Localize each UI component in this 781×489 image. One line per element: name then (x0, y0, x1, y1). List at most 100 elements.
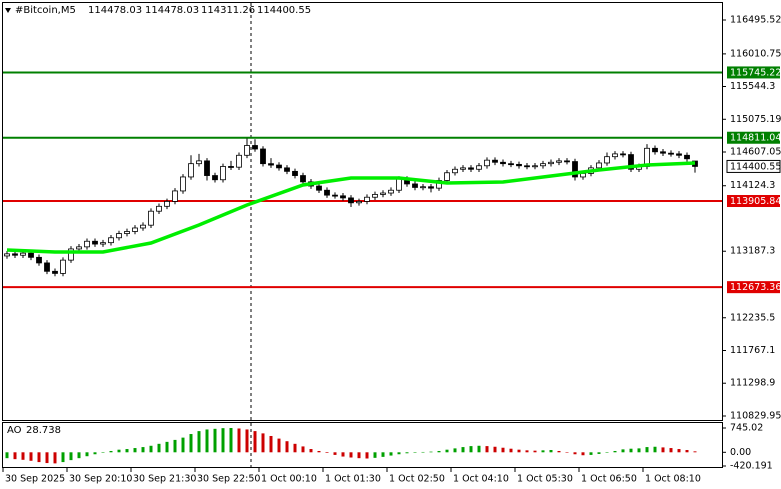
candle-body (364, 196, 370, 202)
ao-bar (373, 452, 377, 458)
ao-bar (269, 435, 273, 453)
y-tick-label: 114124.3 (730, 180, 775, 191)
ao-bar (93, 452, 97, 455)
y-tick-label: 110829.95 (730, 411, 781, 422)
y-tick-label: 111298.9 (730, 378, 775, 389)
candle-body (300, 175, 306, 183)
candle-body (524, 165, 530, 168)
ao-bar (85, 452, 89, 457)
ao-bar (501, 447, 505, 453)
x-tick-label: 30 Sep 2025 (5, 474, 65, 485)
candle-body (252, 145, 258, 150)
ao-bar (421, 451, 425, 453)
ao-bar (149, 445, 153, 453)
ao-bar (637, 448, 641, 453)
candle-body (564, 160, 570, 163)
indicator-frame (2, 422, 723, 468)
level-label: 113905.84 (730, 196, 781, 207)
ao-bar (397, 452, 401, 455)
ao-bar (453, 448, 457, 453)
candle-body (204, 160, 210, 176)
ao-bar (597, 452, 601, 454)
level-box (727, 66, 780, 79)
ao-bar (325, 452, 329, 453)
ao-bar (605, 452, 609, 453)
candle-body (116, 233, 122, 239)
ao-bar (253, 431, 257, 453)
candle-body (284, 167, 290, 172)
indicator-name: AO (7, 425, 22, 436)
header-close: 114400.55 (257, 5, 311, 16)
ao-bar (653, 446, 657, 453)
level-box (727, 195, 780, 208)
candle-body (356, 201, 362, 204)
candle-body (4, 253, 10, 257)
ao-bar (677, 449, 681, 453)
candle-body (684, 154, 690, 160)
ao-bar (533, 450, 537, 453)
candle-body (148, 210, 154, 226)
ao-bar (13, 452, 17, 460)
ao-bar (317, 450, 321, 453)
x-tick-label: 1 Oct 00:10 (261, 474, 317, 485)
candle-body (124, 231, 130, 234)
candle-body (220, 166, 226, 181)
candle-body (108, 237, 114, 244)
ao-bar (589, 452, 593, 455)
candle-body (236, 154, 242, 168)
candle-body (620, 153, 626, 156)
ao-bar (661, 447, 665, 453)
ao-bar (525, 450, 529, 453)
header-low: 114311.26 (201, 5, 255, 16)
ao-bar (517, 449, 521, 453)
candle-body (628, 154, 634, 170)
candle-body (172, 190, 178, 202)
x-tick-label: 1 Oct 02:50 (389, 474, 445, 485)
candle-body (484, 159, 490, 167)
ao-bar (205, 429, 209, 453)
ao-bar (573, 452, 577, 455)
ao-bar (77, 452, 81, 459)
ao-bar (405, 452, 409, 454)
ao-bar (45, 452, 49, 464)
candle-body (36, 256, 42, 264)
main-frame (2, 2, 723, 421)
candle-body (420, 186, 426, 189)
candle-body (156, 205, 162, 212)
candle-body (516, 163, 522, 167)
ao-bar (693, 451, 697, 453)
candle-body (540, 163, 546, 167)
candle-body (340, 195, 346, 199)
x-tick-label: 30 Sep 20:10 (69, 474, 132, 485)
candle-body (332, 194, 338, 197)
candle-body (84, 240, 90, 248)
candle-body (316, 185, 322, 191)
ao-bar (29, 452, 33, 461)
candle-body (180, 176, 186, 192)
level-label: 112673.36 (730, 282, 781, 293)
ao-bar (437, 450, 441, 453)
candle-body (132, 227, 138, 232)
ao-bar (141, 447, 145, 453)
candle-body (396, 178, 402, 191)
candle-body (276, 164, 282, 169)
candle-body (76, 246, 82, 250)
candle-body (668, 152, 674, 155)
candle-body (228, 166, 234, 168)
ao-bar (173, 439, 177, 453)
candle-body (492, 159, 498, 163)
ao-bar (477, 445, 481, 453)
symbol: #Bitcoin,M5 (15, 5, 76, 16)
candle-body (444, 172, 450, 181)
candle-body (596, 162, 602, 169)
ao-bar (245, 429, 249, 453)
candle-body (292, 170, 298, 176)
ao-bar (37, 452, 41, 463)
ao-bar (469, 446, 473, 453)
ao-bar (509, 448, 513, 453)
candle-body (468, 167, 474, 170)
ao-bar (213, 428, 217, 453)
candle-body (428, 186, 434, 189)
candle-body (268, 163, 274, 166)
ao-bar (229, 428, 233, 453)
